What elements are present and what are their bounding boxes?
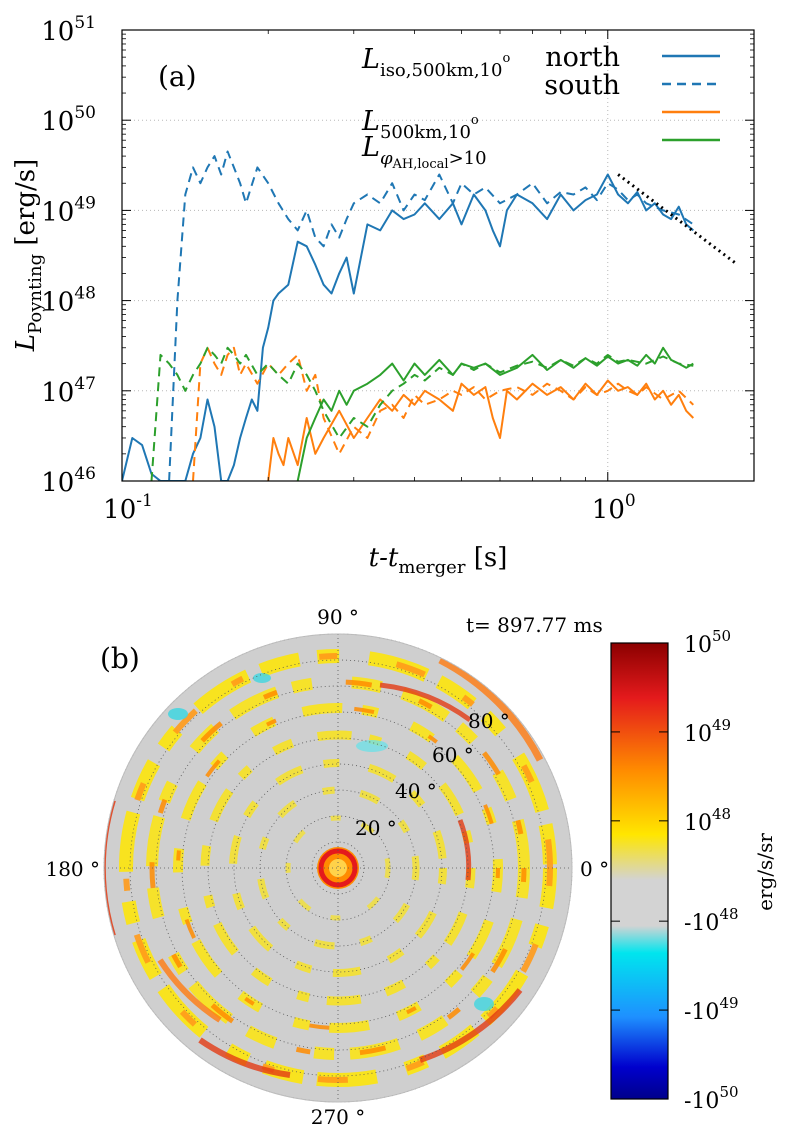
y-tick-label: 1049 [41,193,96,227]
polar-ring [233,763,443,973]
angle-label-right: 0 ° [580,857,609,881]
colorbar-ticks: 1050 1049 1048 -1048 -1049 -1050 [611,627,739,1114]
grid-lines [122,30,754,481]
series-line-0 [122,173,694,481]
polar-ring [285,815,391,921]
colorbar-gradient [610,642,669,1100]
plot-frame [121,29,755,482]
y-tick-label: 1047 [41,374,96,408]
colorbar-tick-label: -1048 [684,905,739,936]
y-tick-label: 1051 [41,13,96,47]
panel-label-b: (b) [100,642,140,675]
panel-a: 1046 1047 1048 1049 1050 1051 10-1 100 (a) t-tm… [11,13,755,578]
colorbar: 1050 1049 1048 -1048 -1049 -1050 erg/s/sr [610,627,777,1114]
x-tick-label: 100 [592,491,636,525]
angle-label-top: 90 ° [317,605,359,629]
polar-ring [181,711,495,1025]
x-axis-label: t-tmerger [s] [369,543,508,578]
panel-b: (b) t= 897.77 ms [45,605,777,1129]
y-tick-label: 1048 [41,284,96,318]
colorbar-tick-label: 1049 [684,716,731,747]
legend-label-north: north [545,42,620,73]
angle-label-bottom: 270 ° [311,1105,366,1129]
x-tick-label: 10-1 [103,491,153,525]
ring-label-60: 60 ° [432,743,474,767]
series-line-5 [150,346,694,481]
series-line-3 [192,346,694,481]
legend: Liso,500km,10o north south L500km,10o Lφ… [361,42,720,172]
y-tick-label: 1046 [41,464,96,498]
colorbar-label: erg/s/sr [753,833,777,911]
time-label: t= 897.77 ms [466,613,603,637]
polar-outline [103,633,573,1103]
colorbar-tick-label: 1048 [684,805,731,836]
legend-label-500km: L500km,10o [361,106,479,143]
ring-label-80: 80 ° [468,709,510,733]
y-axis-label: LPoynting [erg/s] [11,159,46,352]
angle-label-left: 180 ° [45,857,100,881]
polar-heatmap [103,633,573,1103]
legend-label-south: south [544,70,620,101]
series-line-6 [617,173,739,266]
panel-label-a: (a) [158,60,197,93]
colorbar-tick-label: -1050 [684,1083,739,1114]
series-line-1 [168,150,694,481]
colorbar-tick-label: 1050 [684,627,731,658]
series-layer [122,150,739,481]
y-tick-label: 1050 [41,103,96,137]
legend-label-phi: LφAH,local>10 [361,132,487,172]
colorbar-tick-label: -1049 [684,994,739,1025]
ring-label-20: 20 ° [355,816,397,840]
series-line-4 [296,346,694,481]
axis-ticks: 1046 1047 1048 1049 1050 1051 10-1 100 [41,13,755,525]
ring-label-40: 40 ° [395,779,437,803]
polar-ring [129,659,547,1077]
legend-label-iso: Liso,500km,10o [361,44,510,81]
